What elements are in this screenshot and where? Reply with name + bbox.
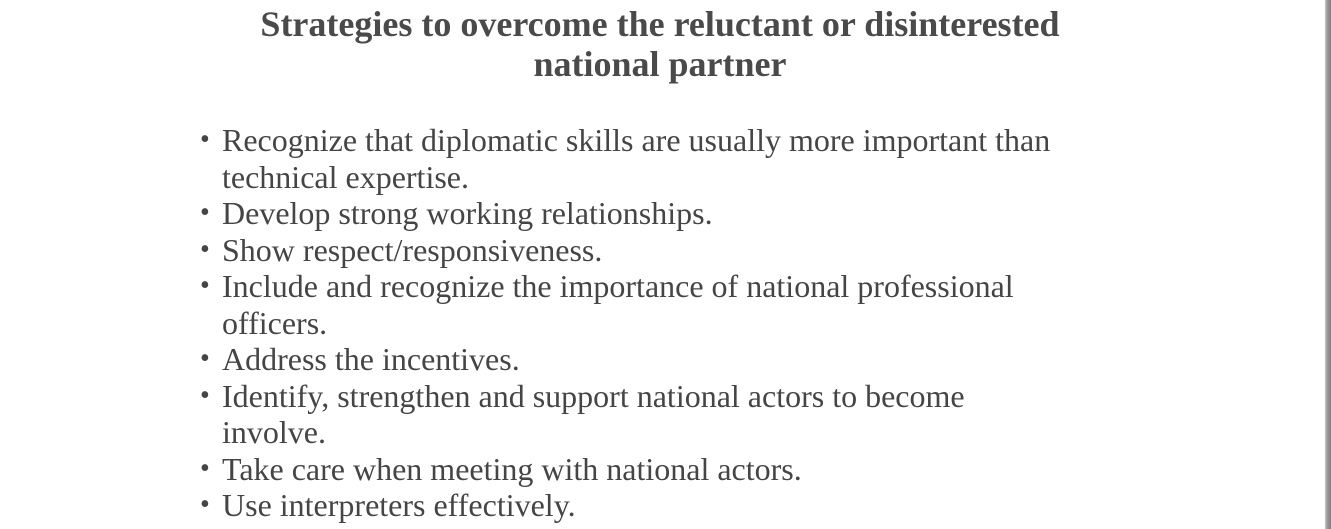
bullet-icon: • bbox=[200, 270, 210, 301]
bullet-line: Use interpreters effectively. bbox=[222, 487, 576, 523]
bullet-item: • Include and recognize the importance o… bbox=[200, 268, 1160, 341]
bullet-line: Identify, strengthen and support nationa… bbox=[222, 377, 965, 414]
bullet-line: Develop strong working relationships. bbox=[222, 195, 713, 231]
slide-title-line-1: Strategies to overcome the reluctant or … bbox=[260, 4, 1060, 44]
bullet-text: Develop strong working relationships. bbox=[222, 195, 1160, 232]
bullet-icon: • bbox=[200, 197, 210, 228]
bullet-line: Take care when meeting with national act… bbox=[222, 450, 802, 487]
bullet-line: involve. bbox=[222, 414, 326, 450]
bullet-list: • Recognize that diplomatic skills are u… bbox=[200, 122, 1160, 524]
bullet-text: Show respect/responsiveness. bbox=[222, 232, 1160, 269]
window-edge-divider bbox=[1325, 0, 1331, 529]
bullet-item: • Show respect/responsiveness. bbox=[200, 232, 1160, 269]
bullet-text: Address the incentives. bbox=[222, 341, 1160, 378]
bullet-item: • Develop strong working relationships. bbox=[200, 195, 1160, 232]
slide-title-line-2: national partner bbox=[533, 44, 787, 84]
bullet-line: technical expertise. bbox=[222, 158, 469, 195]
bullet-text: Include and recognize the importance of … bbox=[222, 268, 1160, 341]
bullet-icon: • bbox=[200, 343, 210, 374]
bullet-line: Address the incentives. bbox=[222, 341, 520, 377]
slide-title: Strategies to overcome the reluctant or … bbox=[0, 4, 1320, 84]
bullet-item: • Use interpreters effectively. bbox=[200, 487, 1160, 524]
bullet-text: Take care when meeting with national act… bbox=[222, 451, 1160, 488]
bullet-line: officers. bbox=[222, 304, 328, 341]
bullet-icon: • bbox=[200, 489, 210, 520]
bullet-line: Recognize that diplomatic skills are usu… bbox=[222, 122, 1051, 158]
bullet-item: • Take care when meeting with national a… bbox=[200, 451, 1160, 488]
bullet-item: • Address the incentives. bbox=[200, 341, 1160, 378]
bullet-line: Include and recognize the importance of … bbox=[222, 268, 1014, 304]
bullet-item: • Recognize that diplomatic skills are u… bbox=[200, 122, 1160, 195]
bullet-icon: • bbox=[200, 124, 210, 155]
bullet-item: • Identify, strengthen and support natio… bbox=[200, 378, 1160, 451]
bullet-icon: • bbox=[200, 452, 210, 484]
bullet-icon: • bbox=[200, 379, 210, 411]
bullet-line: Show respect/responsiveness. bbox=[222, 231, 603, 268]
bullet-text: Identify, strengthen and support nationa… bbox=[222, 378, 1160, 451]
bullet-text: Use interpreters effectively. bbox=[222, 487, 1160, 524]
bullet-text: Recognize that diplomatic skills are usu… bbox=[222, 122, 1160, 195]
bullet-icon: • bbox=[200, 233, 210, 265]
